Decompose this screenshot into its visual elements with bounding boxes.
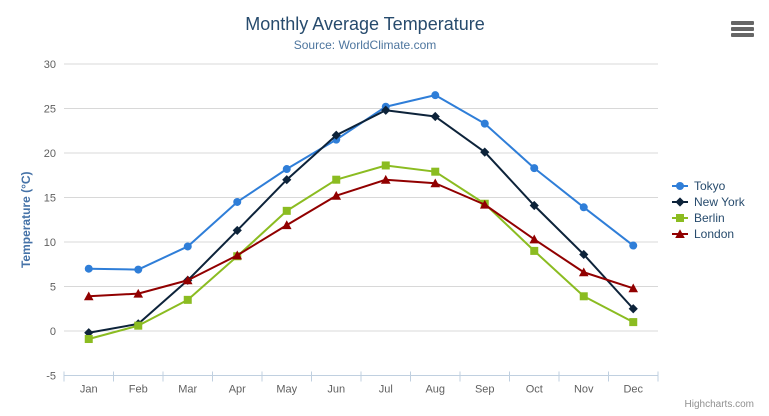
point-london-apr[interactable] <box>232 250 243 260</box>
point-new-york-may[interactable] <box>282 175 292 185</box>
legend-label: London <box>694 227 734 241</box>
series-line-new-york[interactable] <box>87 109 635 334</box>
point-new-york-oct[interactable] <box>529 200 539 211</box>
y-axis-label: 25 <box>44 104 56 116</box>
point-tokyo-mar[interactable] <box>183 242 192 251</box>
y-axis-label: 15 <box>44 193 56 205</box>
legend-item-london[interactable]: London <box>672 227 734 241</box>
point-tokyo-dec[interactable] <box>629 241 638 250</box>
point-london-jun[interactable] <box>331 190 342 200</box>
point-new-york-aug[interactable] <box>430 111 440 122</box>
legend-marker-diamond-icon <box>675 197 685 207</box>
legend-marker-square-icon <box>676 214 684 222</box>
hamburger-icon <box>731 21 754 25</box>
point-london-sep[interactable] <box>479 199 490 209</box>
point-london-dec[interactable] <box>628 283 639 293</box>
point-berlin-jan[interactable] <box>84 335 93 344</box>
point-tokyo-feb[interactable] <box>134 265 143 274</box>
point-london-mar[interactable] <box>182 275 193 285</box>
point-tokyo-sep[interactable] <box>480 119 489 128</box>
point-berlin-feb[interactable] <box>134 321 143 330</box>
point-berlin-jul[interactable] <box>381 161 390 170</box>
point-london-nov[interactable] <box>578 267 589 277</box>
point-tokyo-jan[interactable] <box>84 264 93 273</box>
point-new-york-jun[interactable] <box>331 130 341 140</box>
x-axis-label: May <box>276 384 297 396</box>
legend-label: Berlin <box>694 211 725 225</box>
point-london-may[interactable] <box>281 220 292 230</box>
x-axis-label: Dec <box>623 384 643 396</box>
legend-label: Tokyo <box>694 179 726 193</box>
point-new-york-sep[interactable] <box>480 147 490 157</box>
point-tokyo-aug[interactable] <box>431 91 440 100</box>
point-new-york-jan[interactable] <box>84 328 94 338</box>
x-axis-label: Oct <box>526 384 543 396</box>
export-menu-button[interactable] <box>731 21 754 37</box>
series-london <box>83 174 639 301</box>
legend-label: New York <box>694 195 746 209</box>
point-berlin-dec[interactable] <box>629 318 638 327</box>
y-axis-label: 5 <box>50 282 56 294</box>
y-axis-label: 20 <box>44 148 56 160</box>
y-axis-label: 0 <box>50 326 56 338</box>
point-berlin-jun[interactable] <box>332 175 341 184</box>
series-new-york <box>84 105 638 338</box>
chart-subtitle: Source: WorldClimate.com <box>293 38 437 52</box>
point-berlin-nov[interactable] <box>579 292 588 301</box>
x-axis-label: Nov <box>574 384 594 396</box>
point-new-york-apr[interactable] <box>232 225 242 236</box>
legend-item-berlin[interactable]: Berlin <box>672 211 725 225</box>
point-new-york-dec[interactable] <box>628 304 638 314</box>
point-london-aug[interactable] <box>430 178 441 188</box>
series-line-tokyo[interactable] <box>87 94 635 271</box>
point-london-oct[interactable] <box>529 234 540 244</box>
point-london-feb[interactable] <box>133 288 144 298</box>
y-axis-label: -5 <box>46 371 56 383</box>
series-tokyo <box>84 91 638 274</box>
series-line-london[interactable] <box>87 178 635 298</box>
series-line-berlin[interactable] <box>87 164 635 341</box>
legend-marker-triangle-icon <box>675 229 685 238</box>
chart-title: Monthly Average Temperature <box>245 14 485 34</box>
x-axis-label: Feb <box>129 384 148 396</box>
x-axis-label: Jun <box>327 384 345 396</box>
point-berlin-aug[interactable] <box>431 167 440 176</box>
point-new-york-nov[interactable] <box>579 249 589 260</box>
y-axis-label: 10 <box>44 237 56 249</box>
x-axis-label: Jul <box>379 384 393 396</box>
point-tokyo-nov[interactable] <box>579 203 588 212</box>
legend-item-tokyo[interactable]: Tokyo <box>672 179 726 193</box>
y-axis-title: Temperature (°C) <box>19 171 33 268</box>
legend-marker-circle-icon <box>676 182 684 190</box>
point-london-jul[interactable] <box>380 174 391 184</box>
point-tokyo-oct[interactable] <box>530 164 539 173</box>
point-berlin-oct[interactable] <box>530 246 539 255</box>
y-axis-label: 30 <box>44 59 56 71</box>
point-tokyo-apr[interactable] <box>233 197 242 206</box>
x-axis-label: Jan <box>80 384 98 396</box>
point-new-york-jul[interactable] <box>381 105 391 115</box>
x-axis-label: Sep <box>475 384 495 396</box>
highcharts-credits-link[interactable]: Highcharts.com <box>684 399 754 410</box>
x-axis-label: Aug <box>425 384 445 396</box>
point-berlin-may[interactable] <box>282 206 291 215</box>
point-london-jan[interactable] <box>83 291 94 301</box>
x-axis-label: Apr <box>229 384 246 396</box>
point-tokyo-may[interactable] <box>282 165 291 174</box>
legend-item-new-york[interactable]: New York <box>672 195 746 209</box>
x-axis-label: Mar <box>178 384 197 396</box>
point-berlin-mar[interactable] <box>183 295 192 304</box>
